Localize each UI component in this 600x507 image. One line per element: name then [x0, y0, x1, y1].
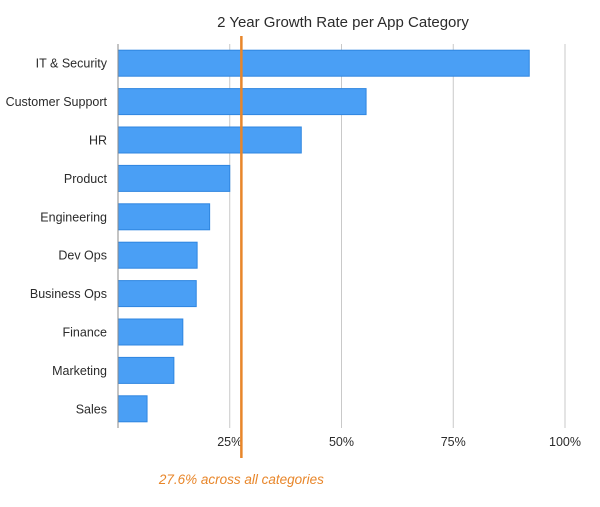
x-tick-label: 100%: [549, 435, 581, 449]
chart-title: 2 Year Growth Rate per App Category: [217, 14, 469, 31]
bar: [117, 203, 211, 231]
category-label: Product: [64, 172, 108, 186]
bar: [117, 318, 184, 346]
bar: [117, 49, 530, 77]
bars: [117, 49, 530, 423]
category-labels: IT & Security Customer Support HR Product En…: [6, 57, 108, 417]
category-label: IT & Security: [36, 57, 108, 71]
x-tick-label: 25%: [217, 435, 242, 449]
x-tick-labels: 25% 50% 75% 100%: [217, 435, 581, 449]
category-label: Engineering: [40, 210, 107, 224]
category-label: Business Ops: [30, 287, 107, 301]
x-tick-label: 50%: [329, 435, 354, 449]
category-label: HR: [89, 134, 107, 148]
average-annotation: 27.6% across all categories: [158, 472, 324, 487]
category-label: Marketing: [52, 364, 107, 378]
bar: [117, 241, 198, 269]
bar: [117, 280, 197, 308]
category-label: Customer Support: [6, 95, 108, 109]
bar: [117, 356, 175, 384]
x-tick-label: 75%: [441, 435, 466, 449]
category-label: Finance: [63, 326, 108, 340]
bar: [117, 395, 148, 423]
bar: [117, 164, 231, 192]
category-label: Dev Ops: [58, 249, 107, 263]
category-label: Sales: [76, 402, 107, 416]
bar: [117, 126, 302, 154]
